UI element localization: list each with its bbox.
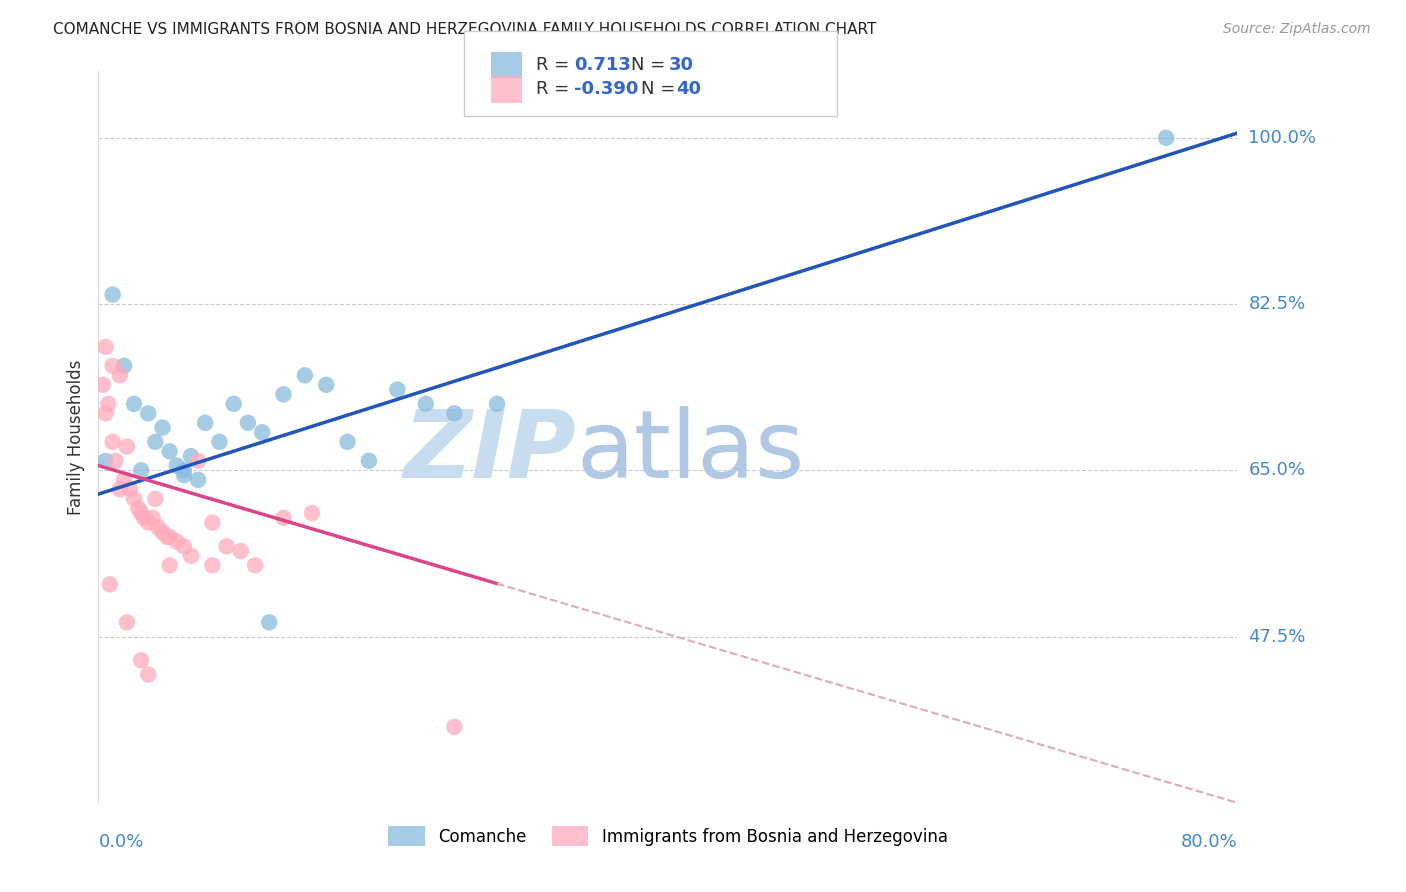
Text: atlas: atlas <box>576 406 806 498</box>
Point <box>122 397 145 411</box>
Point <box>108 483 131 497</box>
Point <box>173 468 195 483</box>
Point <box>141 511 163 525</box>
Point <box>166 458 188 473</box>
Point <box>122 491 145 506</box>
Point <box>1154 131 1177 145</box>
Point <box>443 406 465 420</box>
Point <box>273 387 295 401</box>
Text: N =: N = <box>631 56 671 74</box>
Text: 100.0%: 100.0% <box>1249 128 1316 147</box>
Point <box>152 524 174 539</box>
Point <box>129 506 152 520</box>
Point <box>98 577 121 591</box>
Point <box>97 397 120 411</box>
Point <box>387 383 409 397</box>
Point <box>486 397 509 411</box>
Text: 65.0%: 65.0% <box>1249 461 1305 479</box>
Text: Source: ZipAtlas.com: Source: ZipAtlas.com <box>1223 22 1371 37</box>
Point <box>118 483 141 497</box>
Point <box>180 549 202 563</box>
Text: N =: N = <box>641 80 681 98</box>
Point <box>148 520 170 534</box>
Point <box>301 506 323 520</box>
Point <box>91 377 114 392</box>
Text: 30: 30 <box>669 56 695 74</box>
Point <box>415 397 437 411</box>
Point <box>112 359 135 373</box>
Point <box>136 516 159 530</box>
Point <box>443 720 465 734</box>
Point <box>94 406 117 420</box>
Point <box>145 434 167 449</box>
Point <box>236 416 259 430</box>
Point <box>173 539 195 553</box>
Point <box>132 511 155 525</box>
Point <box>166 534 188 549</box>
Point <box>159 444 181 458</box>
Text: 0.0%: 0.0% <box>98 833 143 851</box>
Text: 40: 40 <box>676 80 702 98</box>
Point <box>159 558 181 573</box>
Point <box>194 416 217 430</box>
Point <box>115 615 138 630</box>
Point <box>152 420 174 434</box>
Point <box>112 473 135 487</box>
Y-axis label: Family Households: Family Households <box>66 359 84 515</box>
Point <box>145 491 167 506</box>
Text: 82.5%: 82.5% <box>1249 295 1306 313</box>
Text: COMANCHE VS IMMIGRANTS FROM BOSNIA AND HERZEGOVINA FAMILY HOUSEHOLDS CORRELATION: COMANCHE VS IMMIGRANTS FROM BOSNIA AND H… <box>53 22 877 37</box>
Point <box>229 544 252 558</box>
Point <box>187 473 209 487</box>
Point <box>201 558 224 573</box>
Point <box>187 454 209 468</box>
Point <box>250 425 273 440</box>
Point <box>156 530 179 544</box>
Point <box>101 359 124 373</box>
Point <box>159 530 181 544</box>
Point <box>129 463 152 477</box>
Point <box>115 440 138 454</box>
Point <box>136 406 159 420</box>
Point <box>336 434 359 449</box>
Point <box>243 558 266 573</box>
Point <box>94 340 117 354</box>
Text: -0.390: -0.390 <box>574 80 638 98</box>
Text: 47.5%: 47.5% <box>1249 628 1306 646</box>
Point <box>127 501 149 516</box>
Point <box>201 516 224 530</box>
Text: R =: R = <box>536 80 575 98</box>
Legend: Comanche, Immigrants from Bosnia and Herzegovina: Comanche, Immigrants from Bosnia and Her… <box>388 826 948 846</box>
Point <box>173 463 195 477</box>
Text: 0.713: 0.713 <box>574 56 630 74</box>
Point <box>315 377 337 392</box>
Point <box>129 653 152 667</box>
Point <box>222 397 245 411</box>
Point <box>357 454 380 468</box>
Point <box>94 454 117 468</box>
Text: 80.0%: 80.0% <box>1181 833 1237 851</box>
Point <box>101 434 124 449</box>
Point <box>101 287 124 301</box>
Point <box>208 434 231 449</box>
Point <box>215 539 238 553</box>
Point <box>259 615 281 630</box>
Point <box>273 511 295 525</box>
Point <box>108 368 131 383</box>
Text: R =: R = <box>536 56 575 74</box>
Point <box>294 368 316 383</box>
Point <box>104 454 127 468</box>
Text: ZIP: ZIP <box>404 406 576 498</box>
Point <box>180 449 202 463</box>
Point <box>136 667 159 681</box>
